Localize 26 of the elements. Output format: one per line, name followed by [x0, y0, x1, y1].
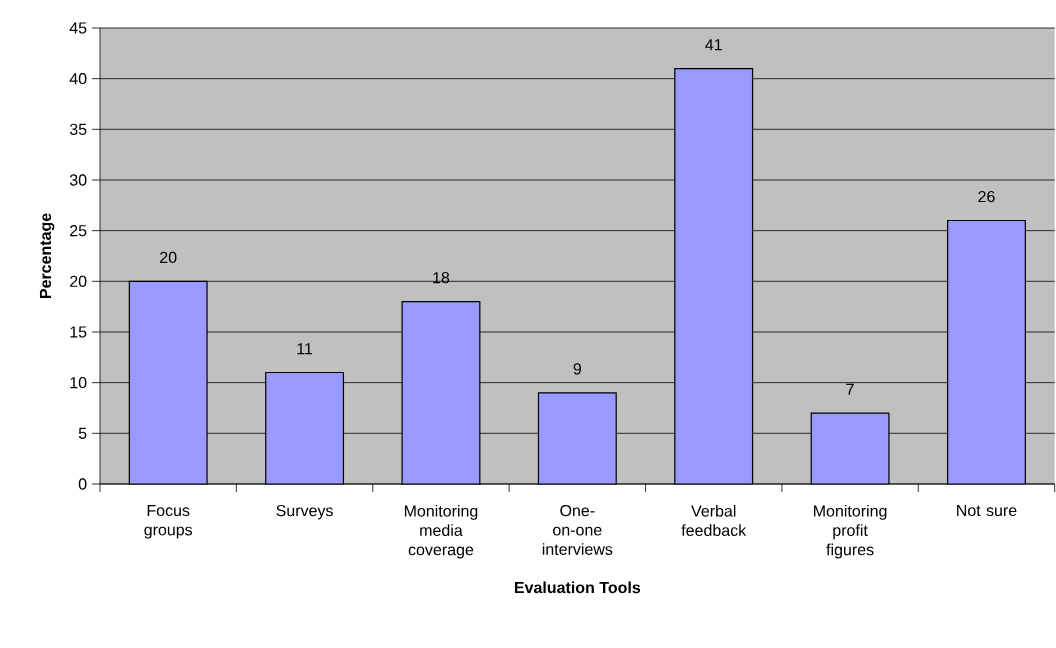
x-tick-label: Verbal feedback [681, 504, 747, 536]
x-tick-label: Monitoring profit figures [814, 504, 887, 559]
y-tick-label: 10 [70, 377, 87, 389]
data-label: 26 [978, 190, 995, 203]
data-label: 11 [297, 343, 313, 355]
data-label: 41 [705, 39, 722, 51]
data-label: 7 [846, 383, 854, 395]
y-tick-label: 45 [69, 22, 87, 34]
y-tick-label: 25 [70, 225, 87, 237]
y-tick-label: 5 [78, 427, 87, 439]
y-tick-label: 35 [69, 123, 87, 135]
y-axis-title: Percentage [39, 213, 55, 299]
data-label: 18 [433, 272, 450, 284]
y-tick-label: 30 [69, 174, 87, 186]
y-tick-label: 0 [78, 478, 87, 490]
data-label: 20 [160, 251, 177, 264]
y-tick-label: 40 [69, 73, 87, 85]
y-tick-label: 15 [70, 326, 87, 338]
x-tick-label: Not sure [957, 504, 1017, 517]
x-axis-title: Evaluation Tools [514, 581, 641, 594]
x-tick-label: Monitoring media coverage [404, 504, 478, 559]
y-tick-label: 20 [70, 275, 87, 287]
x-tick-label: Focus groups [144, 504, 193, 539]
x-tick-label: Surveys [276, 504, 333, 520]
data-label: 9 [573, 363, 582, 375]
x-tick-label: One-on-one interviews [542, 504, 613, 555]
